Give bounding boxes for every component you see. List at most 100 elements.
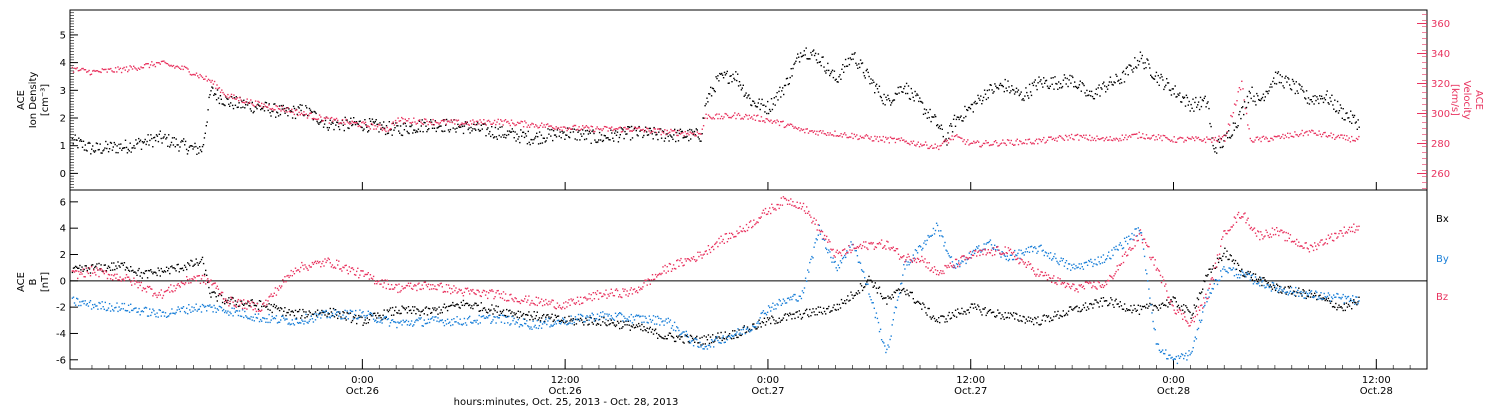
- velocity-point: [452, 122, 453, 123]
- b-by-point: [867, 284, 868, 285]
- top-right-tick-label: 300: [1431, 109, 1450, 120]
- b-by-point: [392, 319, 393, 320]
- density-point: [547, 128, 548, 129]
- density-point: [1047, 86, 1048, 87]
- b-bx-point: [1092, 307, 1093, 308]
- b-by-point: [282, 316, 283, 317]
- b-bx-point: [990, 309, 991, 310]
- b-by-point: [395, 322, 396, 323]
- density-point: [1020, 93, 1021, 94]
- b-bx-point: [987, 312, 988, 313]
- velocity-point: [1235, 104, 1236, 105]
- velocity-point: [224, 94, 225, 95]
- density-point: [976, 103, 977, 104]
- density-point: [1300, 88, 1301, 89]
- velocity-point: [434, 124, 435, 125]
- velocity-point: [1207, 139, 1208, 140]
- b-by-point: [319, 312, 320, 313]
- velocity-point: [926, 144, 927, 145]
- b-bx-point: [204, 274, 205, 275]
- b-bx-point: [555, 315, 556, 316]
- velocity-point: [1090, 140, 1091, 141]
- velocity-point: [308, 115, 309, 116]
- velocity-point: [319, 114, 320, 115]
- density-point: [481, 125, 482, 126]
- b-bx-point: [1209, 268, 1210, 269]
- b-bx-point: [222, 302, 223, 303]
- b-bx-point: [887, 296, 888, 297]
- b-bx-point: [1250, 271, 1251, 272]
- density-point: [1301, 86, 1302, 87]
- b-by-point: [1103, 254, 1104, 255]
- velocity-point: [662, 131, 663, 132]
- density-point: [591, 131, 592, 132]
- velocity-point: [1011, 140, 1012, 141]
- b-bx-point: [1044, 314, 1045, 315]
- b-by-point: [743, 329, 744, 330]
- b-bx-point: [841, 299, 842, 300]
- density-point: [960, 115, 961, 116]
- b-by-point: [771, 307, 772, 308]
- density-point: [500, 136, 501, 137]
- velocity-point: [697, 131, 698, 132]
- b-bx-point: [885, 297, 886, 298]
- density-point: [950, 123, 951, 124]
- density-point: [1062, 86, 1063, 87]
- density-point: [814, 55, 815, 56]
- b-by-point: [122, 303, 123, 304]
- density-point: [100, 143, 101, 144]
- velocity-point: [446, 124, 447, 125]
- b-by-point: [686, 331, 687, 332]
- density-point: [150, 134, 151, 135]
- b-by-point: [445, 320, 446, 321]
- density-point: [380, 129, 381, 130]
- density-point: [134, 148, 135, 149]
- velocity-point: [184, 66, 185, 67]
- velocity-point: [1048, 137, 1049, 138]
- b-by-point: [805, 278, 806, 279]
- b-by-point: [1184, 355, 1185, 356]
- b-bx-point: [435, 310, 436, 311]
- velocity-point: [656, 132, 657, 133]
- density-point: [1118, 80, 1119, 81]
- x-tick-label-time: 0:00: [757, 375, 779, 386]
- b-by-point: [1114, 249, 1115, 250]
- b-bx-point: [293, 312, 294, 313]
- velocity-point: [565, 128, 566, 129]
- b-by-point: [250, 316, 251, 317]
- b-bx-point: [109, 267, 110, 268]
- density-point: [988, 97, 989, 98]
- b-bx-point: [519, 317, 520, 318]
- density-point: [364, 119, 365, 120]
- b-by-point: [870, 299, 871, 300]
- velocity-point: [84, 69, 85, 70]
- density-point: [726, 73, 727, 74]
- b-bx-point: [936, 319, 937, 320]
- velocity-point: [1070, 137, 1071, 138]
- density-point: [872, 80, 873, 81]
- b-by-point: [1194, 340, 1195, 341]
- b-bx-point: [1099, 306, 1100, 307]
- b-by-point: [634, 319, 635, 320]
- b-bx-point: [464, 305, 465, 306]
- b-by-point: [359, 309, 360, 310]
- b-by-point: [602, 311, 603, 312]
- b-bx-point: [166, 267, 167, 268]
- velocity-point: [912, 143, 913, 144]
- b-by-point: [783, 299, 784, 300]
- b-by-point: [354, 314, 355, 315]
- b-by-point: [83, 303, 84, 304]
- velocity-point: [218, 88, 219, 89]
- density-point: [287, 115, 288, 116]
- density-point: [545, 140, 546, 141]
- density-point: [1030, 91, 1031, 92]
- velocity-point: [1230, 115, 1231, 116]
- b-by-point: [1203, 306, 1204, 307]
- b-by-point: [371, 313, 372, 314]
- density-point: [1024, 95, 1025, 96]
- b-bx-point: [497, 312, 498, 313]
- density-point: [580, 133, 581, 134]
- density-point: [392, 135, 393, 136]
- b-by-point: [1136, 228, 1137, 229]
